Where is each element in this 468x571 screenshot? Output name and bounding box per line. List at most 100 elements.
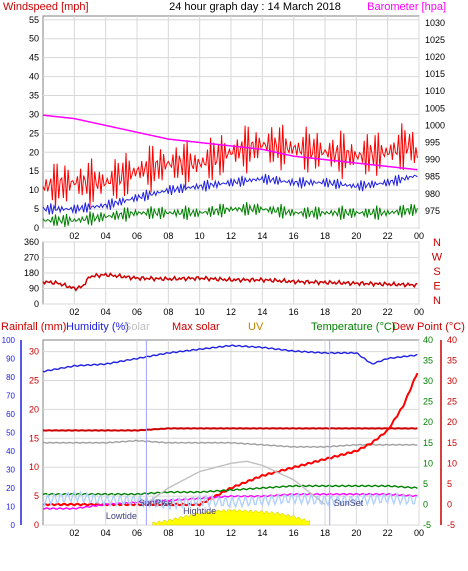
wind-tick-label: 10 <box>29 185 39 195</box>
annotation-label: Hightide <box>183 506 216 516</box>
humidity-tick-label: 30 <box>6 466 15 475</box>
barometer-tick-label: 1010 <box>425 86 445 96</box>
x-tick-label: 06 <box>132 528 142 538</box>
wind-tick-label: 35 <box>29 91 39 101</box>
x-tick-label: 14 <box>257 231 267 241</box>
barometer-tick-label: 975 <box>425 206 440 216</box>
x-tick-label: 10 <box>195 231 205 241</box>
dewpoint-tick-label: 5 <box>447 479 452 489</box>
x-tick-label: 18 <box>320 307 330 317</box>
max-solar-label: Max solar <box>172 321 220 333</box>
dewpoint-tick-label: 35 <box>447 356 457 366</box>
temp-panel-series-line <box>42 439 418 449</box>
direction-tick-label: 90 <box>29 284 39 294</box>
x-tick-label: 20 <box>351 528 361 538</box>
temp-panel-series-line <box>42 492 418 510</box>
wind-tick-label: 50 <box>29 34 39 44</box>
barometer-tick-label: 1015 <box>425 69 445 79</box>
x-tick-label: 00 <box>414 307 424 317</box>
humidity-tick-label: 60 <box>6 410 15 419</box>
temp-tick-label: 20 <box>423 417 433 427</box>
barometer-tick-label: 980 <box>425 189 440 199</box>
x-tick-label: 10 <box>195 528 205 538</box>
x-tick-label: 12 <box>226 307 236 317</box>
x-tick-label: 18 <box>320 231 330 241</box>
x-tick-label: 14 <box>257 307 267 317</box>
humidity-label: Humidity (%) <box>66 321 129 333</box>
temp-panel-series-line <box>42 344 418 373</box>
compass-label: N <box>433 295 441 307</box>
dewpoint-tick-label: 10 <box>447 458 457 468</box>
humidity-tick-label: 10 <box>6 503 15 512</box>
x-tick-label: 06 <box>132 231 142 241</box>
barometer-axis-label: Barometer [hpa] <box>367 1 446 13</box>
barometer-tick-label: 990 <box>425 155 440 165</box>
x-tick-label: 02 <box>69 307 79 317</box>
humidity-tick-label: 50 <box>6 429 15 438</box>
rain-tick-label: 20 <box>29 404 39 414</box>
wind-tick-label: 0 <box>34 223 39 233</box>
x-tick-label: 02 <box>69 231 79 241</box>
x-tick-label: 16 <box>289 231 299 241</box>
x-tick-label: 16 <box>289 528 299 538</box>
temp-panel-series-line <box>144 460 326 505</box>
wind-tick-label: 5 <box>34 204 39 214</box>
rain-tick-label: 30 <box>29 347 39 357</box>
x-tick-label: 06 <box>132 307 142 317</box>
x-tick-label: 20 <box>351 307 361 317</box>
wind-tick-label: 15 <box>29 166 39 176</box>
wind-series-line <box>42 114 418 171</box>
barometer-tick-label: 1030 <box>425 18 445 28</box>
temp-tick-label: 35 <box>423 356 433 366</box>
x-tick-label: 22 <box>383 231 393 241</box>
x-tick-label: 12 <box>226 231 236 241</box>
wind-tick-label: 30 <box>29 109 39 119</box>
direction-series-line <box>42 272 418 292</box>
rain-tick-label: 25 <box>29 375 39 385</box>
dewpoint-tick-label: 30 <box>447 376 457 386</box>
wind-tick-label: 55 <box>29 15 39 25</box>
rain-tick-label: 5 <box>34 491 39 501</box>
dewpoint-tick-label: 25 <box>447 397 457 407</box>
direction-tick-label: 180 <box>24 268 39 278</box>
rainfall-label: Rainfall (mm) <box>1 321 66 333</box>
uv-area <box>152 508 310 526</box>
barometer-tick-label: 1025 <box>425 35 445 45</box>
wind-tick-label: 20 <box>29 147 39 157</box>
dewpoint-tick-label: -5 <box>447 520 455 530</box>
barometer-tick-label: 1020 <box>425 52 445 62</box>
humidity-tick-label: 90 <box>6 355 15 364</box>
wind-series-line <box>42 173 418 215</box>
x-tick-label: 04 <box>101 307 111 317</box>
temp-tick-label: -5 <box>423 520 431 530</box>
dewpoint-label: Dew Point (°C) <box>392 321 465 333</box>
wind-tick-label: 25 <box>29 128 39 138</box>
annotation-label: SunSet <box>334 498 364 508</box>
wind-series-line <box>42 202 418 228</box>
x-tick-label: 18 <box>320 528 330 538</box>
rain-tick-label: 15 <box>29 433 39 443</box>
compass-label: W <box>432 252 443 264</box>
annotation-label: Lowtide <box>106 511 137 521</box>
temp-panel-series-line <box>42 489 418 511</box>
temp-tick-label: 30 <box>423 376 433 386</box>
wind-axis-label: Windspeed [mph] <box>3 1 89 13</box>
x-tick-label: 08 <box>163 231 173 241</box>
x-tick-label: 22 <box>383 307 393 317</box>
humidity-tick-label: 0 <box>11 521 16 530</box>
temp-tick-label: 0 <box>423 499 428 509</box>
barometer-tick-label: 985 <box>425 172 440 182</box>
x-tick-label: 22 <box>383 528 393 538</box>
temperature-label: Temperature (°C) <box>311 321 395 333</box>
barometer-tick-label: 1005 <box>425 103 445 113</box>
x-tick-label: 08 <box>163 528 173 538</box>
dewpoint-tick-label: 0 <box>447 499 452 509</box>
x-tick-label: 04 <box>101 231 111 241</box>
x-tick-label: 00 <box>414 528 424 538</box>
x-tick-label: 00 <box>414 231 424 241</box>
direction-tick-label: 270 <box>24 253 39 263</box>
humidity-tick-label: 20 <box>6 484 15 493</box>
annotation-label: SunRise <box>139 498 173 508</box>
